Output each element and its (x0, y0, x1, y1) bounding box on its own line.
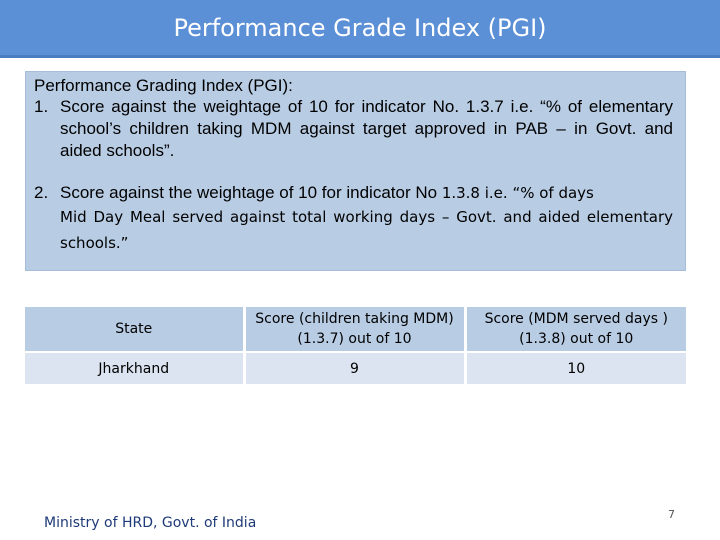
info-heading: Performance Grading Index (PGI): (34, 76, 293, 95)
item-text: Score against the weightage of 10 for in… (60, 183, 438, 202)
item-text: Score against the weightage of 10 for in… (60, 97, 673, 160)
table-row: Jharkhand 9 10 (25, 351, 686, 384)
item-text: Mid Day Meal served against total workin… (60, 208, 673, 252)
table-cell-state: Jharkhand (25, 351, 246, 384)
list-item: 1. Score against the weightage of 10 for… (34, 96, 673, 162)
table-cell-score-children: 9 (244, 351, 467, 384)
item-text: 1.3.8 i.e. “% of days (441, 184, 594, 202)
title-bar: Performance Grade Index (PGI) (0, 0, 720, 58)
table-cell-score-days: 10 (465, 351, 686, 384)
info-box: Performance Grading Index (PGI): 1. Scor… (25, 71, 686, 271)
column-header-state: State (25, 307, 246, 352)
page-number: 7 (668, 508, 675, 521)
table-header-row: State Score (children taking MDM) (1.3.7… (25, 307, 686, 352)
list-item: 2. Score against the weightage of 10 for… (34, 182, 673, 256)
item-number: 2. (34, 183, 49, 202)
column-header-score-children: Score (children taking MDM) (1.3.7) out … (244, 307, 467, 352)
footer-organization: Ministry of HRD, Govt. of India (44, 515, 257, 531)
score-table: State Score (children taking MDM) (1.3.7… (25, 307, 686, 384)
slide-title: Performance Grade Index (PGI) (173, 13, 547, 42)
column-header-score-days: Score (MDM served days ) (1.3.8) out of … (465, 307, 686, 352)
item-number: 1. (34, 97, 49, 116)
